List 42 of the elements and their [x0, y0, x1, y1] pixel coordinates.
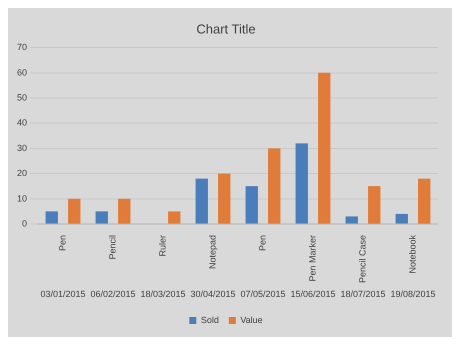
bar	[218, 174, 230, 224]
y-tick-label: 60	[16, 67, 28, 78]
text: 30/04/2015	[190, 288, 236, 299]
legend-label: Sold	[200, 314, 219, 325]
bar	[296, 143, 308, 224]
y-tick-label: 10	[16, 193, 28, 204]
bar	[418, 178, 430, 224]
y-tick-label: 30	[16, 142, 28, 153]
text: 07/05/2015	[240, 288, 286, 299]
text: 06/02/2015	[90, 288, 136, 299]
bar	[368, 186, 380, 224]
text: 19/08/2015	[390, 288, 436, 299]
y-tick-label: 20	[16, 168, 28, 178]
legend-label: Value	[240, 314, 263, 325]
bar	[396, 214, 408, 224]
x-tick-label: Notepad	[207, 234, 218, 270]
y-tick-label: 50	[16, 92, 28, 102]
text: 18/03/2015	[140, 288, 186, 299]
bar	[168, 211, 180, 224]
x-tick-label: Ruler	[157, 234, 168, 256]
x-tick-label: Pen Marker	[307, 234, 318, 282]
text: 03/01/2015	[40, 288, 86, 299]
y-tick-label: 40	[16, 118, 28, 128]
y-tick-label: 0	[22, 218, 28, 228]
text: 18/07/2015	[340, 288, 386, 299]
bar	[346, 216, 358, 224]
chart-title: Chart Title	[196, 21, 256, 36]
bar	[118, 198, 130, 224]
x-tick-label: Pen	[257, 234, 268, 251]
y-tick-label: 70	[16, 42, 28, 52]
x-tick-label: Pencil	[107, 234, 118, 260]
bar	[68, 198, 80, 224]
x-tick-label: Pen	[57, 234, 68, 251]
bar	[246, 186, 258, 224]
bar	[268, 148, 280, 224]
x-tick-label: Notebook	[407, 234, 418, 274]
bar	[318, 72, 330, 224]
bar	[46, 211, 58, 224]
x-tick-label: Pencil Case	[357, 234, 368, 284]
text: 15/06/2015	[290, 288, 336, 299]
bar	[96, 211, 108, 224]
bar	[196, 178, 208, 224]
